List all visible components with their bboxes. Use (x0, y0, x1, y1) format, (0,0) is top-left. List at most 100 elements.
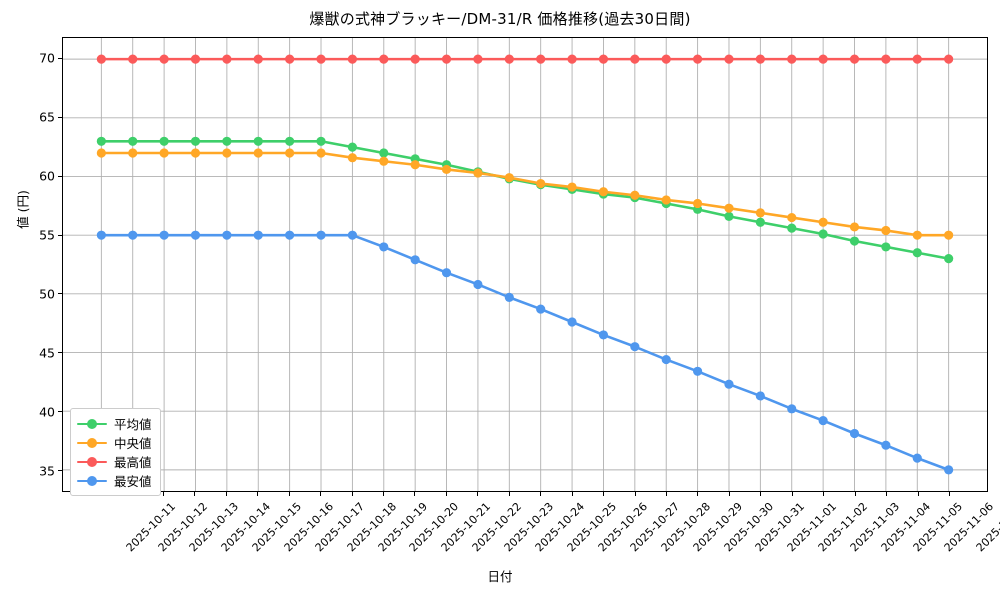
legend-marker-icon (77, 474, 107, 488)
data-point (787, 223, 797, 233)
legend-item-label: 平均値 (114, 417, 152, 432)
data-point (285, 54, 295, 64)
y-tick-label: 60 (39, 168, 55, 184)
data-point (410, 255, 420, 265)
x-tick-mark (854, 492, 856, 496)
x-tick-mark (540, 492, 542, 496)
data-point (912, 248, 922, 258)
x-tick-mark (949, 492, 951, 496)
legend-item-4[interactable]: 最安値 (77, 471, 152, 490)
data-point (881, 54, 891, 64)
data-point (316, 148, 326, 158)
legend-item-label: 最安値 (114, 474, 152, 489)
x-tick-mark (382, 492, 384, 496)
data-point (441, 164, 452, 175)
y-tick-label: 65 (39, 109, 55, 125)
data-point (222, 148, 232, 158)
data-point (347, 153, 357, 163)
data-point (818, 229, 828, 239)
data-point (661, 354, 671, 365)
x-tick-mark (257, 492, 259, 496)
x-tick-mark (508, 492, 510, 496)
data-point (379, 54, 389, 64)
series-3 (96, 54, 954, 64)
y-tick-label: 50 (39, 286, 55, 302)
y-tick-label: 45 (39, 345, 55, 361)
data-point (536, 304, 546, 314)
data-point (253, 230, 263, 240)
data-point (96, 54, 106, 64)
data-point (473, 168, 483, 178)
data-point (96, 148, 106, 158)
y-tick-mark (58, 175, 62, 177)
y-tick-mark (58, 293, 62, 295)
data-point (881, 242, 891, 252)
series-4 (96, 230, 954, 475)
chart-legend[interactable]: 平均値中央値 最高値最安値 (70, 408, 161, 496)
data-point (724, 211, 734, 221)
y-tick-mark (58, 57, 62, 59)
data-point (787, 404, 797, 414)
x-tick-mark (760, 492, 762, 496)
data-point (190, 54, 201, 64)
data-point (818, 54, 828, 64)
y-tick-label: 40 (39, 404, 55, 420)
data-point (536, 54, 546, 64)
data-point (285, 136, 295, 146)
y-tick-mark (58, 470, 62, 472)
data-point (944, 54, 954, 64)
data-point (159, 230, 169, 240)
data-point (881, 440, 891, 450)
data-point (630, 342, 640, 352)
data-point (944, 230, 954, 240)
data-point (222, 136, 232, 146)
data-point (536, 178, 546, 189)
data-point (316, 136, 326, 146)
data-point (724, 203, 734, 213)
data-point (755, 217, 765, 227)
data-point (755, 391, 765, 401)
legend-item-1[interactable]: 平均値 (77, 414, 152, 433)
x-axis-label: 日付 (487, 569, 513, 584)
data-point (504, 54, 514, 64)
data-point (96, 136, 106, 146)
data-point (818, 217, 828, 227)
data-point (881, 225, 891, 236)
data-point (347, 54, 357, 64)
x-tick-mark (603, 492, 605, 496)
x-tick-mark (571, 492, 573, 496)
data-point (128, 148, 138, 158)
legend-marker-icon (77, 455, 107, 469)
data-point (598, 330, 609, 340)
legend-item-2[interactable]: 中央値 (77, 433, 152, 452)
data-point (159, 54, 169, 64)
x-tick-mark (886, 492, 888, 496)
data-point (285, 148, 295, 158)
data-point (912, 230, 922, 240)
x-tick-mark (414, 492, 416, 496)
series-2 (96, 148, 954, 240)
data-point (473, 279, 483, 290)
data-point (410, 54, 420, 64)
legend-item-label: 中央値 (114, 436, 152, 451)
data-point (128, 230, 138, 240)
series-line (100, 151, 950, 237)
data-point (630, 190, 640, 200)
data-point (787, 54, 797, 64)
legend-item-3[interactable]: 最高値 (77, 452, 152, 471)
data-point (849, 428, 860, 439)
data-point (912, 54, 922, 64)
data-point (567, 317, 577, 327)
x-tick-mark (445, 492, 447, 496)
data-point (849, 236, 860, 246)
x-tick-mark (728, 492, 730, 496)
x-tick-mark (194, 492, 196, 496)
data-point (849, 222, 860, 232)
data-point (944, 254, 954, 264)
data-point (693, 366, 703, 376)
data-point (661, 195, 671, 205)
data-point (473, 54, 483, 64)
series-lines (96, 54, 954, 475)
